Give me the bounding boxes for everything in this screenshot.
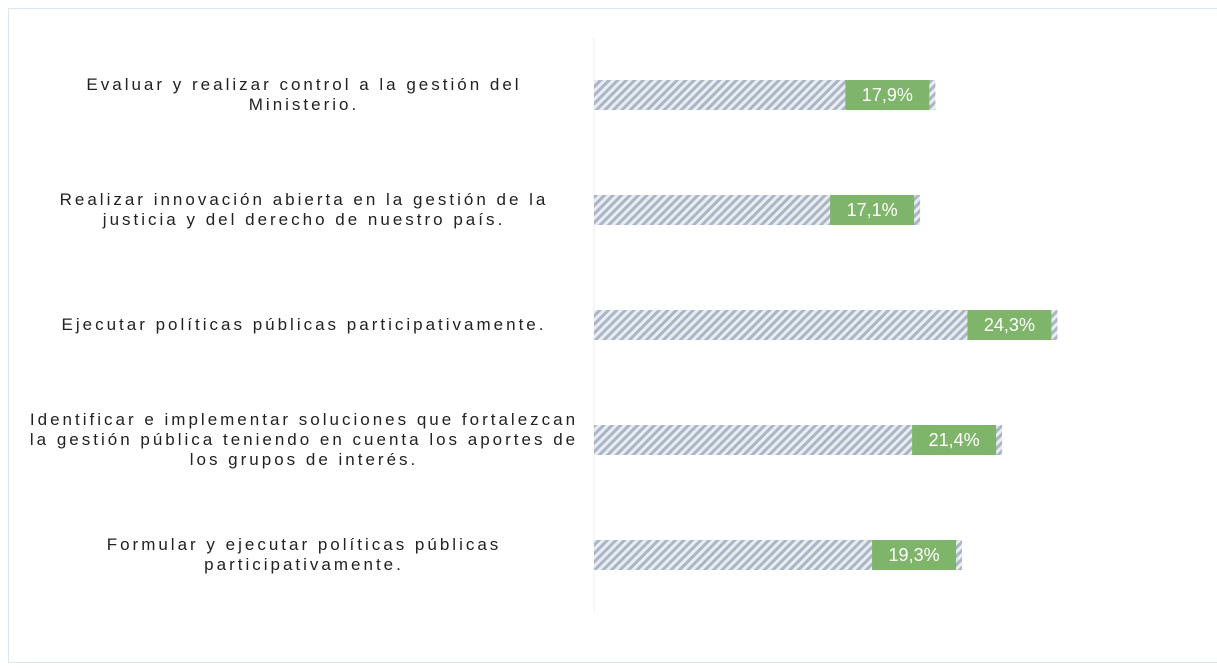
category-label: Realizar innovación abierta en la gestió… [59,190,549,229]
value-label: 17,9% [862,85,913,105]
value-label: 21,4% [929,430,980,450]
value-label-bg [845,80,930,110]
value-label: 19,3% [889,545,940,565]
value-label-bg [830,195,915,225]
frame [8,8,1217,663]
category-label: Identificar e implementar soluciones que… [29,410,579,469]
category-label: Ejecutar políticas públicas participativ… [61,315,547,334]
category-label: Formular y ejecutar políticas públicas p… [106,535,502,574]
value-label-bg [872,540,957,570]
value-label-bg [967,310,1052,340]
category-label: Evaluar y realizar control a la gestión … [86,75,522,114]
value-label: 24,3% [984,315,1035,335]
value-label-bg [912,425,997,455]
value-label: 17,1% [847,200,898,220]
